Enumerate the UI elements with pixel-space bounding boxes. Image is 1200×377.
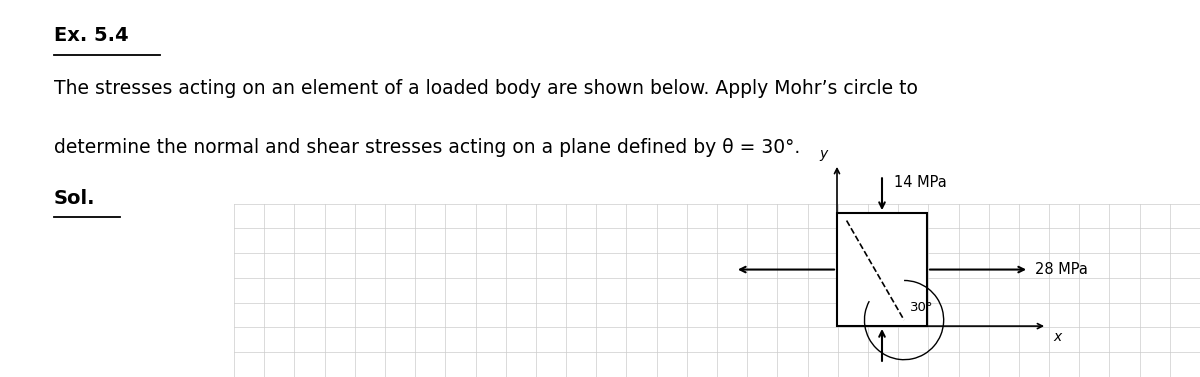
Text: 30°: 30° (910, 302, 934, 314)
Text: 14 MPa: 14 MPa (894, 175, 947, 190)
Text: y: y (820, 147, 828, 161)
Text: x: x (1054, 330, 1061, 344)
Text: The stresses acting on an element of a loaded body are shown below. Apply Mohr’s: The stresses acting on an element of a l… (54, 79, 918, 98)
Text: Sol.: Sol. (54, 188, 96, 207)
Text: determine the normal and shear stresses acting on a plane defined by θ = 30°.: determine the normal and shear stresses … (54, 138, 800, 156)
Text: 28 MPa: 28 MPa (1034, 262, 1088, 277)
Bar (838, 213, 928, 326)
Text: Ex. 5.4: Ex. 5.4 (54, 26, 128, 45)
